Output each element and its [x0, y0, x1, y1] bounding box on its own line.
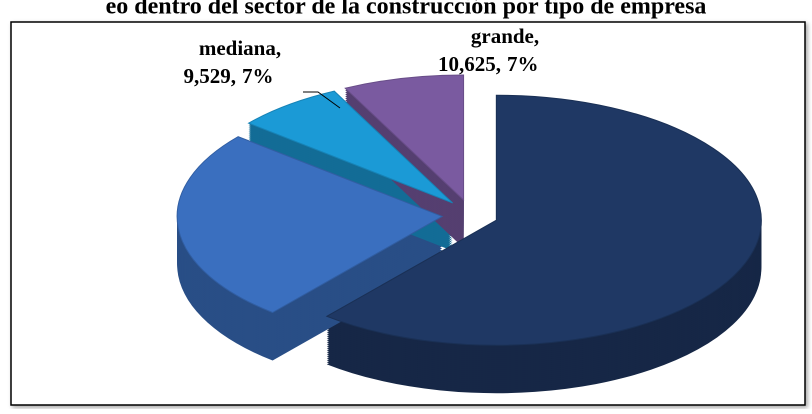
slice — [247, 90, 453, 204]
value-label: 9,529, — [184, 64, 237, 88]
percent-label: 7% — [507, 52, 539, 76]
percent-label: 7% — [242, 64, 274, 88]
slice — [176, 136, 444, 314]
value-label: 10,625, — [438, 52, 501, 76]
slice — [325, 94, 762, 346]
chart-title: eo dentro del sector de la construcción … — [106, 0, 707, 20]
leader-line — [303, 91, 341, 109]
category-label: grande, — [471, 24, 539, 48]
slice — [344, 74, 465, 202]
category-label: mediana, — [199, 36, 281, 60]
